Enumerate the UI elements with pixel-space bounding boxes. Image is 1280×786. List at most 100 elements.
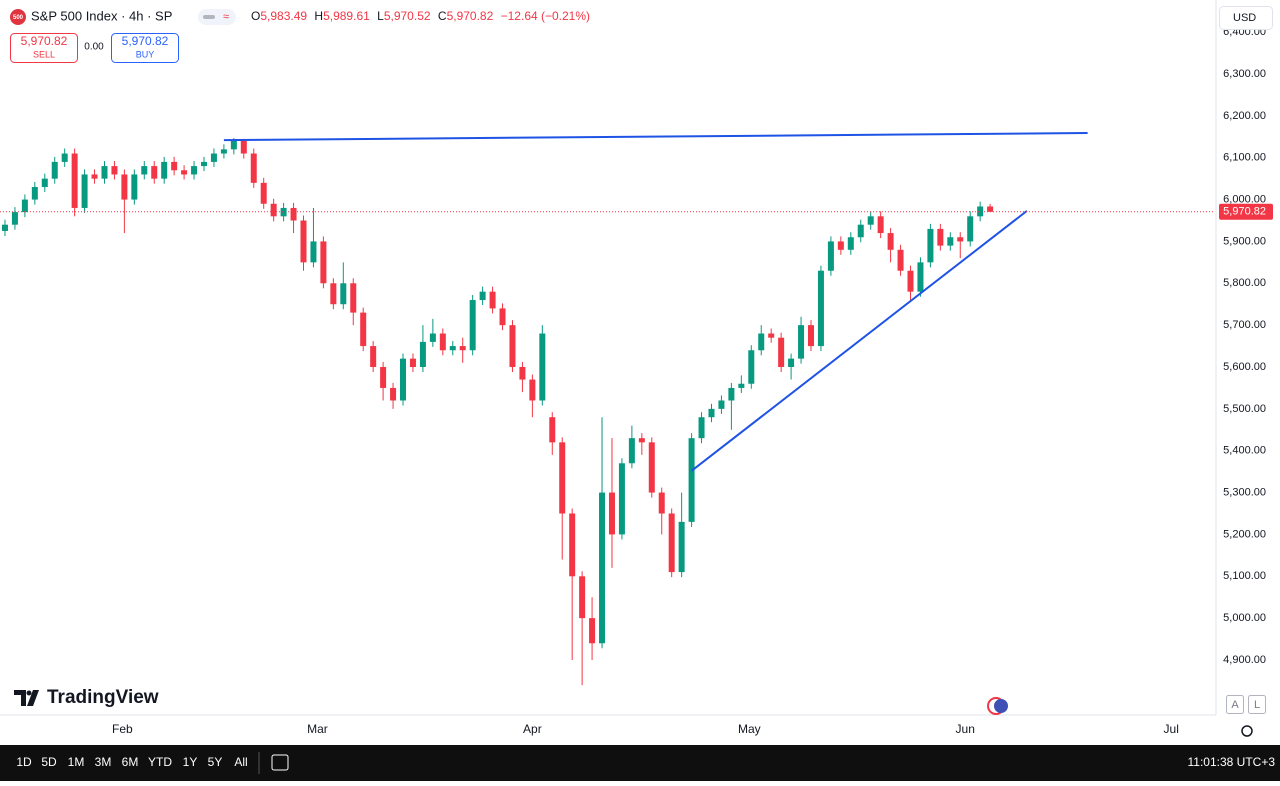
candle-body — [439, 333, 446, 351]
settings-icon[interactable] — [1241, 725, 1253, 737]
y-tick-label: 5,900.00 — [1223, 235, 1266, 247]
candle-body — [519, 367, 526, 380]
candle-body — [837, 241, 844, 250]
candle-body — [907, 270, 914, 292]
log-scale-label: L — [1254, 699, 1260, 711]
range-button[interactable]: 1D — [16, 755, 32, 769]
spread: 0.00 — [84, 42, 104, 53]
candle-body — [798, 325, 805, 359]
x-tick-label: Apr — [523, 722, 542, 736]
candle-body — [320, 241, 327, 284]
date-range-icon[interactable] — [271, 754, 289, 771]
buy-label: BUY — [136, 49, 155, 59]
x-tick-label: Feb — [112, 722, 133, 736]
bottom-toolbar — [0, 745, 1280, 781]
candle-body — [539, 333, 546, 401]
candle-body — [469, 300, 476, 351]
currency-button[interactable] — [1219, 6, 1273, 30]
last-price-tag — [1219, 203, 1273, 220]
candle-body — [509, 325, 516, 368]
h-value: 5,989.61 — [323, 9, 370, 23]
auto-scale-label: A — [1231, 699, 1239, 711]
status-pill[interactable] — [198, 9, 236, 25]
symbol-title[interactable]: S&P 500 Index · 4h · SP — [31, 8, 172, 23]
ohlc-legend: O5,983.49 H5,989.61 L5,970.52 C5,970.82 … — [251, 9, 590, 23]
y-tick-label: 5,700.00 — [1223, 319, 1266, 331]
candle-body — [121, 174, 128, 200]
candle-body — [817, 270, 824, 347]
candle-body — [758, 333, 765, 351]
x-tick-label: Jun — [956, 722, 975, 736]
brand-name: TradingView — [47, 687, 159, 708]
candle-body — [957, 237, 964, 242]
range-button[interactable]: 6M — [122, 755, 139, 769]
candle-body — [947, 237, 954, 246]
candle-body — [549, 417, 556, 443]
candle-body — [788, 358, 795, 368]
candle-body — [380, 367, 387, 388]
candle-body — [350, 283, 357, 313]
auto-scale-button[interactable] — [1226, 695, 1244, 714]
candle-body — [897, 249, 904, 271]
candle-body — [688, 438, 695, 522]
y-tick-label: 5,500.00 — [1223, 403, 1266, 415]
candle-body — [867, 216, 874, 225]
candle-body — [240, 140, 247, 154]
candle-body — [599, 492, 606, 644]
c-value: 5,970.82 — [447, 9, 494, 23]
candle-body — [927, 228, 934, 263]
range-button[interactable]: 1Y — [183, 755, 198, 769]
events-icon — [994, 699, 1008, 713]
candle-body — [31, 187, 38, 200]
symbol-logo[interactable] — [10, 9, 26, 25]
candle-body — [429, 333, 436, 342]
y-tick-label: 5,600.00 — [1223, 361, 1266, 373]
candle-body — [857, 224, 864, 238]
sell-button[interactable] — [10, 33, 78, 63]
candle-body — [668, 513, 675, 573]
candle-body — [917, 262, 924, 292]
trendline — [690, 210, 1028, 472]
status-icon — [203, 15, 215, 19]
candle-body — [718, 400, 725, 409]
candle-body — [250, 153, 257, 183]
y-tick-label: 5,800.00 — [1223, 277, 1266, 289]
range-button[interactable]: YTD — [148, 755, 172, 769]
axes: 4,900.00 5,000.00 5,100.00 5,200.00 5,300.00… — [112, 26, 1273, 736]
o-value: 5,983.49 — [260, 9, 307, 23]
candle-body — [738, 383, 745, 388]
y-tick-label: 6,100.00 — [1223, 152, 1266, 164]
candle-body — [270, 203, 277, 217]
buy-button[interactable] — [111, 33, 179, 63]
range-button[interactable]: 1M — [68, 755, 85, 769]
y-tick-label: 5,400.00 — [1223, 445, 1266, 457]
candle-body — [161, 161, 168, 179]
candle-body — [340, 283, 347, 305]
candle-body — [768, 333, 775, 338]
candle-body — [41, 178, 48, 188]
candle-body — [887, 233, 894, 250]
y-tick-label: 4,900.00 — [1223, 654, 1266, 666]
y-tick-label: 5,200.00 — [1223, 528, 1266, 540]
range-button[interactable]: 3M — [95, 755, 112, 769]
clock[interactable]: 11:01:38 UTC+3 — [1188, 755, 1276, 769]
candle-body — [81, 174, 88, 208]
plot-area — [0, 132, 1215, 686]
status-icon: ≈ — [223, 11, 229, 23]
range-button[interactable]: 5D — [41, 755, 57, 769]
candle-body — [628, 438, 635, 464]
candle-body — [400, 358, 407, 401]
candle-body — [618, 463, 625, 535]
candle-body — [489, 291, 496, 309]
candle-body — [111, 166, 118, 175]
candle-body — [181, 170, 188, 175]
candle-body — [200, 161, 207, 167]
log-scale-button[interactable] — [1248, 695, 1266, 714]
sell-price: 5,970.82 — [21, 34, 68, 48]
range-button[interactable]: All — [234, 755, 247, 769]
range-button[interactable]: 5Y — [208, 755, 223, 769]
candle-body — [559, 442, 566, 514]
candle-body — [131, 174, 138, 200]
candle-body — [937, 228, 944, 246]
